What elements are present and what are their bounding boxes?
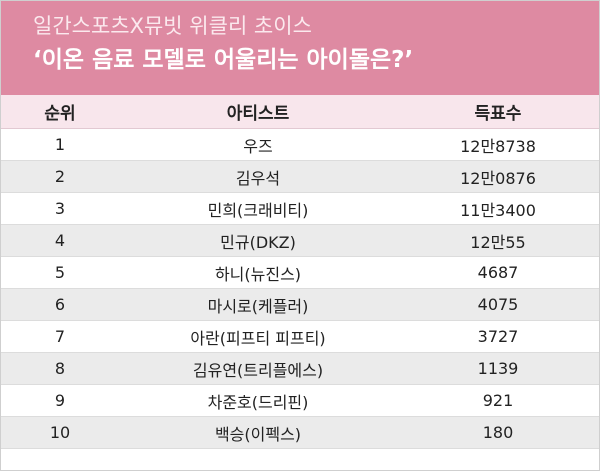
table-row: 4 민규(DKZ) 12만55 (1, 225, 599, 257)
votes-cell: 180 (482, 423, 514, 442)
table-row: 7 아란(피프티 피프티) 3727 (1, 321, 599, 353)
votes-cell: 11만3400 (460, 200, 536, 220)
artist-cell: 아란(피프티 피프티) (190, 328, 326, 348)
table-row: 2 김우석 12만0876 (1, 161, 599, 193)
ranking-table: 순위 아티스트 득표수 1 우즈 12만8738 2 김우석 12만0876 3… (1, 95, 599, 449)
rank-cell: 10 (49, 423, 71, 442)
artist-cell: 하니(뉴진스) (214, 264, 302, 284)
rank-cell: 3 (54, 199, 66, 218)
artist-cell: 민희(크래비티) (207, 200, 309, 220)
votes-cell: 921 (482, 391, 514, 410)
artist-cell: 김유연(트리플에스) (192, 360, 324, 380)
votes-cell: 3727 (477, 327, 519, 346)
artist-cell: 김우석 (235, 168, 281, 188)
banner-subtitle: 일간스포츠X뮤빗 위클리 초이스 (33, 14, 312, 38)
artist-cell: 차준호(드리핀) (207, 392, 309, 412)
table-row: 6 마시로(케플러) 4075 (1, 289, 599, 321)
header-votes: 득표수 (474, 104, 522, 124)
rank-cell: 2 (54, 167, 66, 186)
rank-cell: 8 (54, 359, 66, 378)
rank-cell: 6 (54, 295, 66, 314)
votes-cell: 4075 (477, 295, 519, 314)
table-row: 9 차준호(드리핀) 921 (1, 385, 599, 417)
rank-cell: 7 (54, 327, 66, 346)
rank-cell: 4 (54, 231, 66, 250)
rank-cell: 9 (54, 391, 66, 410)
header-artist: 아티스트 (226, 104, 290, 124)
votes-cell: 12만55 (470, 232, 526, 252)
votes-cell: 4687 (477, 263, 519, 282)
rank-cell: 1 (54, 135, 66, 154)
votes-cell: 1139 (477, 359, 519, 378)
table-row: 3 민희(크래비티) 11만3400 (1, 193, 599, 225)
artist-cell: 우즈 (243, 136, 273, 156)
table-row: 10 백승(이펙스) 180 (1, 417, 599, 449)
title-banner: 일간스포츠X뮤빗 위클리 초이스 ‘이온 음료 모델로 어울리는 아이돌은?’ (1, 1, 599, 95)
table-row: 8 김유연(트리플에스) 1139 (1, 353, 599, 385)
artist-cell: 민규(DKZ) (220, 232, 296, 252)
votes-cell: 12만0876 (460, 168, 536, 188)
table-row: 5 하니(뉴진스) 4687 (1, 257, 599, 289)
artist-cell: 백승(이펙스) (214, 424, 302, 444)
votes-cell: 12만8738 (460, 136, 536, 156)
table-header-row: 순위 아티스트 득표수 (1, 95, 599, 129)
rank-cell: 5 (54, 263, 66, 282)
table-row: 1 우즈 12만8738 (1, 129, 599, 161)
header-rank: 순위 (44, 104, 76, 124)
artist-cell: 마시로(케플러) (207, 296, 309, 316)
banner-title: ‘이온 음료 모델로 어울리는 아이돌은?’ (33, 47, 414, 73)
